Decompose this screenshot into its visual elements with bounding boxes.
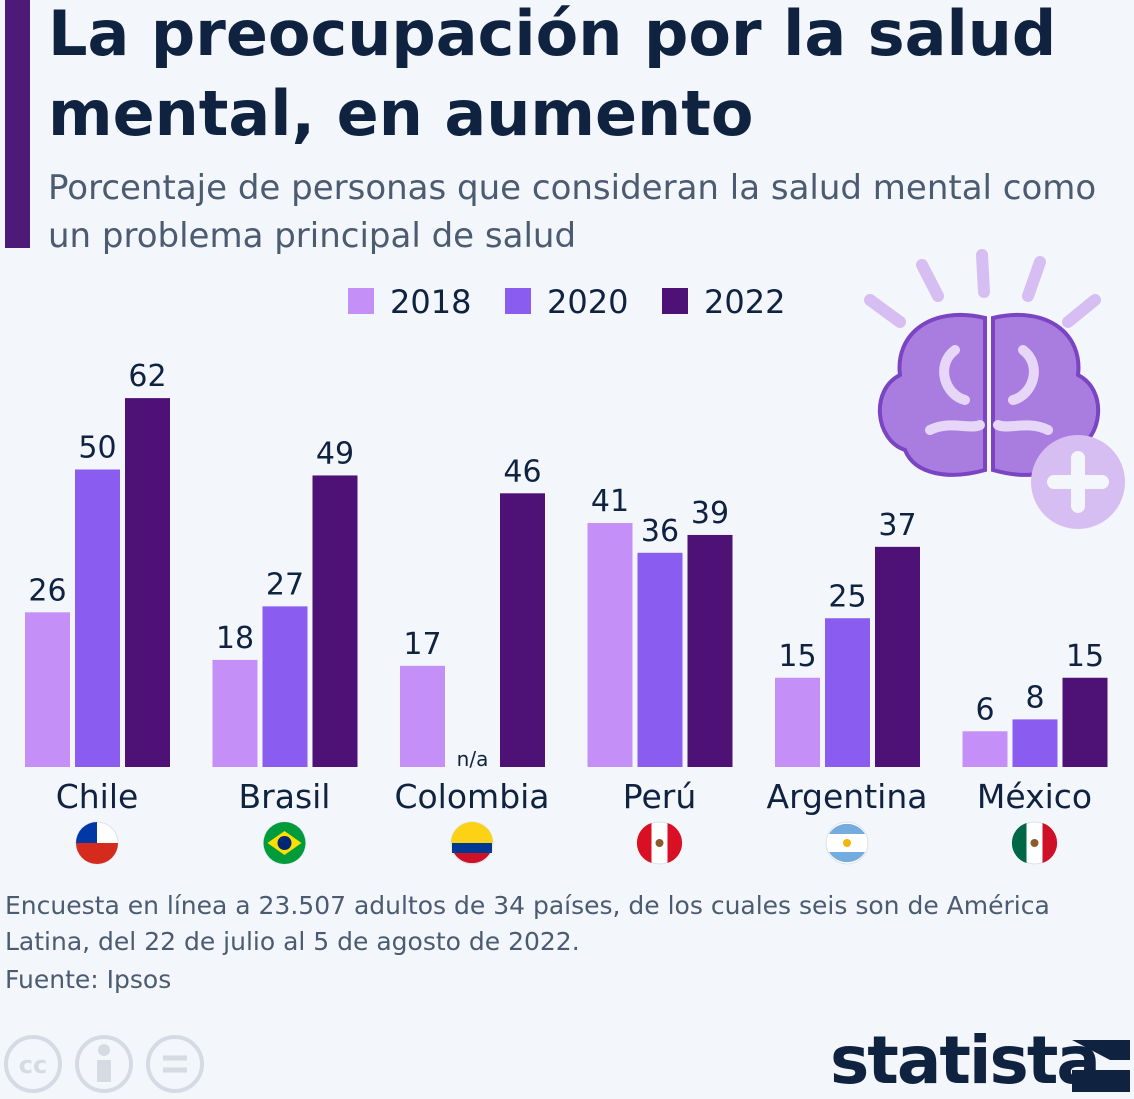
license-icons: cc [4, 1035, 204, 1093]
x-tick-label: México [977, 777, 1092, 816]
bar [775, 677, 820, 767]
x-tick-label: Chile [56, 777, 139, 816]
value-label: 17 [403, 627, 441, 662]
svg-text:cc: cc [19, 1051, 47, 1079]
legend-label: 2022 [704, 283, 785, 321]
bar [262, 606, 308, 767]
bar [1012, 719, 1058, 767]
flag-part [843, 839, 851, 847]
legend-label: 2018 [390, 283, 471, 321]
flag-part [829, 852, 865, 863]
legend-label: 2020 [547, 283, 628, 321]
value-label: 15 [778, 639, 816, 674]
bar [25, 612, 70, 767]
bar [400, 665, 445, 767]
flag-part [454, 853, 490, 864]
value-label: 39 [691, 496, 729, 531]
value-label: 46 [503, 454, 541, 489]
flag-part [655, 839, 664, 847]
flag-part [1011, 823, 1027, 863]
source: Fuente: Ipsos [5, 965, 172, 994]
brain-icon [864, 249, 1125, 529]
flag-part [277, 836, 292, 850]
brand-logo [1072, 1040, 1130, 1092]
flag-icon [825, 821, 869, 865]
flag-part [452, 843, 492, 853]
bar [687, 534, 733, 767]
value-label: 41 [591, 484, 629, 519]
value-label: 27 [266, 567, 304, 602]
value-label: 18 [216, 621, 254, 656]
value-label: 37 [878, 508, 916, 543]
flag-part [636, 823, 652, 863]
value-label: 26 [28, 573, 66, 608]
bar [637, 552, 683, 767]
chart-title: La preocupación por la salud mental, en … [48, 0, 1057, 150]
flag-part [76, 822, 97, 843]
legend-swatch [505, 288, 531, 314]
flag-part [1042, 823, 1058, 863]
legend-swatch [348, 288, 374, 314]
value-label: 50 [78, 431, 116, 466]
value-label: 6 [975, 692, 994, 727]
flag-part [829, 823, 865, 834]
footnote: Encuesta en línea a 23.507 adultos de 34… [5, 891, 1050, 956]
value-label: n/a [457, 747, 489, 771]
bar [962, 731, 1008, 767]
bar [825, 618, 870, 767]
x-tick-label: Argentina [767, 777, 928, 816]
value-label: 15 [1066, 639, 1104, 674]
legend-swatch [662, 288, 688, 314]
value-label: 36 [641, 514, 679, 549]
x-tick-label: Brasil [239, 777, 331, 816]
flag-icon [636, 821, 683, 865]
flag-part [76, 843, 118, 864]
x-tick-label: Colombia [394, 777, 549, 816]
flag-icon [1011, 821, 1058, 865]
bar [312, 475, 358, 767]
flag-icon [450, 821, 494, 865]
accent-bar [5, 0, 30, 248]
bar [75, 469, 120, 767]
bar [125, 398, 170, 767]
flag-icon [263, 821, 306, 865]
bar [1062, 677, 1108, 767]
value-label: 49 [316, 436, 354, 471]
chart-subtitle: Porcentaje de personas que consideran la… [48, 168, 1097, 256]
brand: statista [830, 1022, 1101, 1099]
bar [875, 546, 920, 767]
bar [500, 493, 545, 767]
flag-part [451, 822, 493, 843]
flag-part [667, 823, 683, 863]
flag-icon [75, 821, 119, 865]
value-label: 8 [1025, 680, 1044, 715]
bar [587, 523, 633, 767]
bar [212, 659, 258, 767]
x-tick-label: Perú [623, 777, 697, 816]
value-label: 62 [128, 359, 166, 394]
flag-part [1030, 839, 1039, 847]
value-label: 25 [828, 579, 866, 614]
